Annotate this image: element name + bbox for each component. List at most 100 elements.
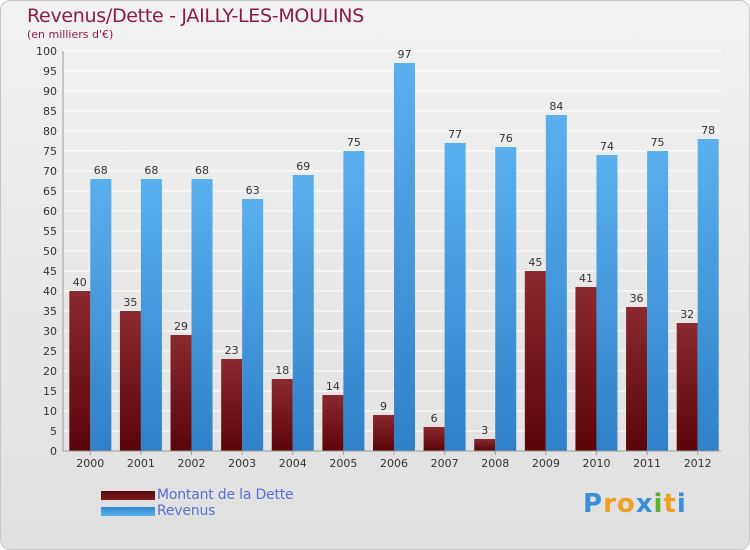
data-label-dette: 14	[326, 380, 340, 393]
y-tick-label: 35	[43, 305, 57, 318]
y-tick-label: 80	[43, 125, 57, 138]
logo-letter: P	[583, 489, 604, 519]
legend-swatch-dette	[101, 490, 155, 500]
data-label-dette: 32	[680, 308, 694, 321]
data-label-dette: 23	[225, 344, 239, 357]
bar-dette	[474, 439, 496, 451]
y-tick-label: 30	[43, 325, 57, 338]
logo-letter: i	[653, 489, 664, 519]
y-tick-label: 15	[43, 385, 57, 398]
bar-revenus	[394, 63, 415, 451]
x-tick-label: 2012	[684, 457, 712, 470]
y-tick-label: 55	[43, 225, 57, 238]
legend-item-dette: Montant de la Dette	[101, 487, 294, 503]
y-tick-label: 50	[43, 245, 57, 258]
x-tick-label: 2006	[380, 457, 408, 470]
data-label-dette: 6	[431, 412, 438, 425]
data-label-dette: 18	[275, 364, 289, 377]
legend-label-revenus: Revenus	[157, 503, 216, 519]
chart-title: Revenus/Dette - JAILLY-LES-MOULINS	[27, 5, 364, 27]
bar-dette	[373, 415, 394, 451]
bars-layer	[69, 63, 719, 451]
logo-letter: t	[663, 489, 677, 519]
logo-letter: o	[616, 489, 636, 519]
bar-revenus	[545, 115, 567, 451]
bar-dette	[271, 379, 293, 451]
y-tick-label: 90	[43, 85, 57, 98]
x-tick-label: 2010	[582, 457, 610, 470]
chart-legend: Montant de la Dette Revenus	[101, 487, 294, 519]
bar-dette	[119, 311, 141, 451]
x-tick-label: 2009	[532, 457, 560, 470]
proxiti-logo: Proxiti	[583, 489, 687, 519]
x-tick-label: 2005	[329, 457, 357, 470]
data-label-revenus: 97	[398, 48, 412, 61]
logo-letter: r	[603, 489, 617, 519]
bar-revenus	[697, 139, 719, 451]
y-tick-label: 40	[43, 285, 57, 298]
chart-subtitle: (en milliers d'€)	[27, 28, 114, 41]
y-tick-label: 5	[50, 425, 57, 438]
bar-revenus	[343, 151, 365, 451]
y-tick-label: 20	[43, 365, 57, 378]
data-label-revenus: 75	[347, 136, 361, 149]
bar-dette	[322, 395, 344, 451]
data-label-dette: 35	[123, 296, 137, 309]
data-label-revenus: 63	[246, 184, 260, 197]
bar-revenus	[242, 199, 264, 451]
data-label-dette: 9	[380, 400, 387, 413]
bar-dette	[423, 427, 445, 451]
logo-letter: x	[635, 489, 654, 519]
data-label-dette: 41	[579, 272, 593, 285]
data-label-revenus: 84	[549, 100, 563, 113]
data-label-revenus: 68	[94, 164, 108, 177]
bar-dette	[170, 335, 192, 451]
x-tick-label: 2000	[76, 457, 104, 470]
data-label-dette: 36	[630, 292, 644, 305]
data-label-dette: 29	[174, 320, 188, 333]
data-label-revenus: 68	[144, 164, 158, 177]
y-tick-label: 100	[36, 45, 57, 58]
x-tick-label: 2004	[279, 457, 307, 470]
data-label-revenus: 68	[195, 164, 209, 177]
y-tick-label: 0	[50, 445, 57, 458]
labels-layer: 40 68 35 68 29 68 23 63 18 69 14 75 9 97 6 77 3 76 45 84 41 7…	[73, 48, 715, 437]
data-label-revenus: 77	[448, 128, 462, 141]
x-tick-label: 2001	[127, 457, 155, 470]
x-tick-label: 2002	[178, 457, 206, 470]
bar-revenus	[444, 143, 466, 451]
bar-dette	[676, 323, 698, 451]
bar-revenus	[140, 179, 162, 451]
bar-dette	[221, 359, 243, 451]
bar-dette	[575, 287, 597, 451]
data-label-revenus: 78	[701, 124, 715, 137]
bar-dette	[69, 291, 91, 451]
y-tick-label: 10	[43, 405, 57, 418]
bar-revenus	[292, 175, 314, 451]
bar-dette	[524, 271, 546, 451]
y-tick-label: 95	[43, 65, 57, 78]
data-label-dette: 3	[481, 424, 488, 437]
x-tick-label: 2007	[431, 457, 459, 470]
bar-dette	[626, 307, 648, 451]
y-tick-label: 45	[43, 265, 57, 278]
legend-swatch-revenus	[101, 506, 155, 516]
data-label-revenus: 76	[499, 132, 513, 145]
bar-revenus	[495, 147, 517, 451]
data-label-revenus: 74	[600, 140, 614, 153]
x-tick-label: 2011	[633, 457, 661, 470]
bar-revenus	[596, 155, 618, 451]
logo-letter: i	[676, 489, 687, 519]
axis-layer: 0 5 10 15 20 25 30 35 40 45 50 55 60 65 70 75 80 85 90 95 10…	[36, 45, 721, 470]
x-tick-label: 2008	[481, 457, 509, 470]
bar-revenus	[647, 151, 669, 451]
x-tick-label: 2003	[228, 457, 256, 470]
y-tick-label: 70	[43, 165, 57, 178]
y-tick-label: 65	[43, 185, 57, 198]
data-label-dette: 45	[528, 256, 542, 269]
y-tick-label: 85	[43, 105, 57, 118]
data-label-revenus: 69	[296, 160, 310, 173]
legend-item-revenus: Revenus	[101, 503, 293, 519]
